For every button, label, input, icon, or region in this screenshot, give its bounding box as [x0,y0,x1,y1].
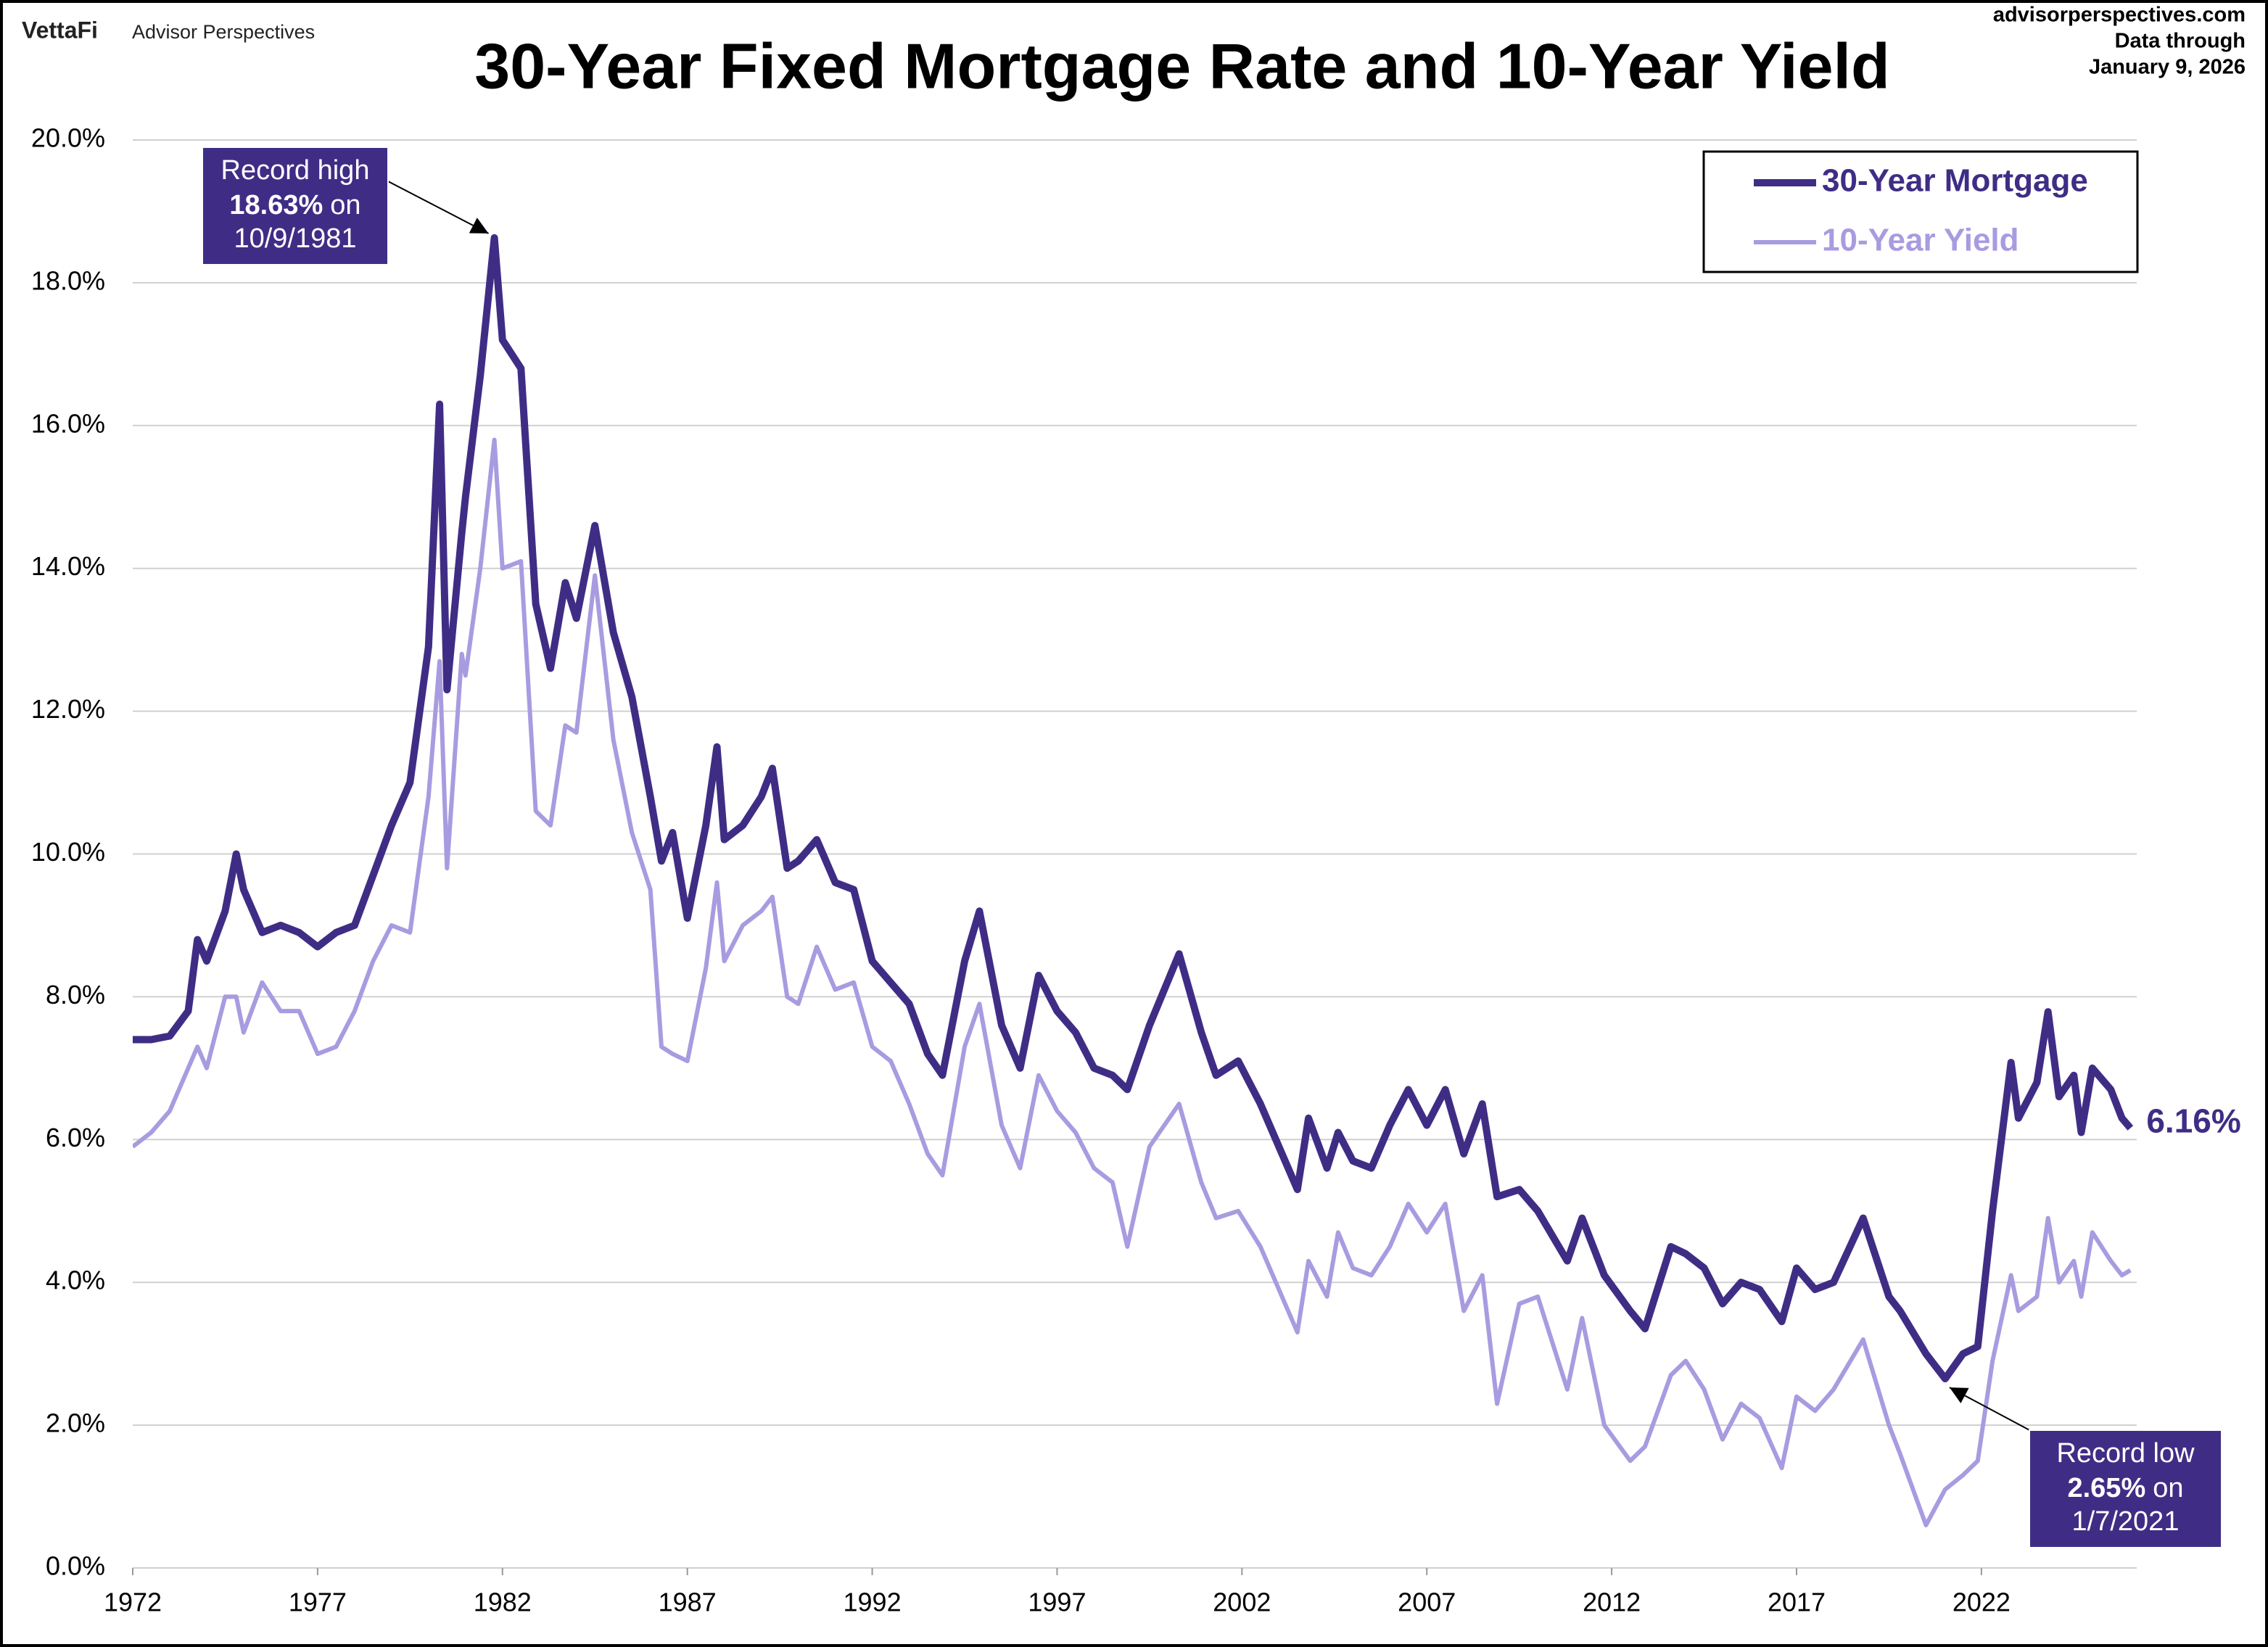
y-tick-label: 8.0% [46,980,105,1010]
series-line [133,234,2134,1383]
annotation-arrow [387,181,490,234]
x-tick-label: 1982 [474,1588,532,1617]
y-tick-label: 2.0% [46,1408,105,1438]
y-tick-label: 18.0% [31,265,105,295]
annotation-box [202,146,389,265]
y-tick-label: 16.0% [31,408,105,438]
y-tick-label: 20.0% [31,123,105,153]
y-tick-label: 10.0% [31,837,105,867]
annotation-box [2029,1429,2222,1548]
note: January 9, 2026 [2089,56,2246,79]
y-tick-label: 0.0% [46,1551,105,1581]
publisher: Advisor Perspectives [132,21,315,43]
annotation-text: 1/7/2021 [2072,1506,2180,1537]
x-tick-label: 1987 [659,1588,717,1617]
y-tick-label: 14.0% [31,551,105,581]
x-tick-label: 2022 [1952,1588,2011,1617]
x-tick-label: 1997 [1028,1588,1086,1617]
x-tick-label: 1972 [104,1588,162,1617]
brand: VettaFi [22,17,98,43]
y-tick-label: 4.0% [46,1266,105,1295]
legend-label: 30-Year Mortgage [1822,163,2088,199]
y-tick-label: 6.0% [46,1123,105,1152]
x-tick-label: 1992 [844,1588,902,1617]
annotation-arrow [1949,1387,2033,1432]
chart-title: 30-Year Fixed Mortgage Rate and 10-Year … [474,30,1889,102]
legend-box [1702,150,2139,273]
annotation-text: 18.63% on [229,190,360,220]
x-tick-label: 2007 [1398,1588,1456,1617]
annotation-text: on [2153,1473,2183,1503]
legend: 30-Year Mortgage 10-Year Yield [1702,150,2139,273]
annotation-value: 2.65% [2067,1473,2145,1503]
legend-label: 10-Year Yield [1822,223,2019,258]
annotation-text: 2.65% on [2067,1473,2183,1503]
site: advisorperspectives.com [1993,4,2246,27]
x-tick-label: 2017 [1768,1588,1826,1617]
annotation-text: Record high [221,155,370,186]
annotation-text: on [330,190,360,220]
y-tick-label: 12.0% [31,694,105,724]
x-tick-label: 2012 [1583,1588,1641,1617]
end-label: 6.16% [2146,1102,2240,1140]
series-line [133,437,2132,1527]
note: Data through [2115,30,2246,53]
annotation-value: 18.63% [229,190,323,220]
plot-area [133,234,2134,1527]
x-tick-label: 2002 [1213,1588,1271,1617]
x-tick-label: 1977 [289,1588,347,1617]
annotation-text: Record low [2056,1438,2195,1469]
annotation-text: 10/9/1981 [234,223,356,254]
